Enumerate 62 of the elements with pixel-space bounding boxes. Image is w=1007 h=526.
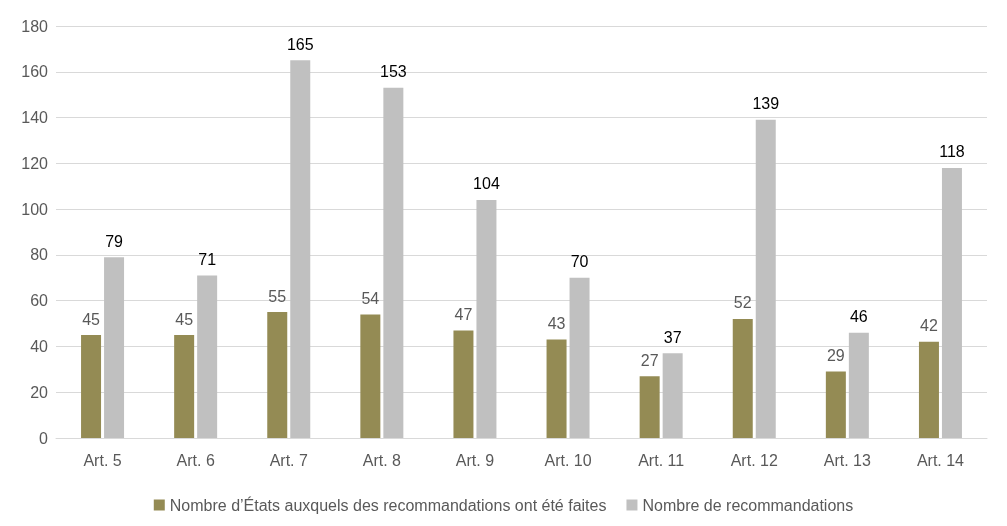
- y-tick-label: 100: [21, 200, 49, 218]
- bar: [290, 60, 311, 438]
- y-tick-label: 60: [30, 292, 49, 310]
- bar: [941, 167, 962, 438]
- data-label: 79: [105, 232, 124, 250]
- data-label: 71: [198, 250, 217, 268]
- data-label: 70: [570, 253, 589, 271]
- y-tick-label: 80: [30, 246, 49, 264]
- bar: [546, 339, 567, 438]
- bar: [360, 314, 381, 438]
- bar: [197, 275, 218, 438]
- bar: [174, 335, 195, 438]
- data-label: 29: [826, 347, 845, 365]
- data-label: 46: [849, 308, 868, 326]
- data-label: 153: [380, 63, 407, 81]
- x-tick-label: Art. 9: [455, 451, 495, 469]
- y-tick-label: 180: [21, 17, 49, 35]
- data-label: 45: [82, 310, 101, 328]
- x-tick-label: Art. 7: [269, 451, 308, 469]
- x-tick-label: Art. 12: [730, 451, 778, 469]
- bar: [825, 371, 846, 438]
- data-label: 45: [175, 310, 194, 328]
- bar: [662, 353, 683, 438]
- y-tick-label: 40: [30, 337, 49, 355]
- x-tick-label: Art. 8: [362, 451, 402, 469]
- y-tick-label: 140: [21, 109, 49, 127]
- x-tick-label: Art. 14: [916, 451, 965, 469]
- data-label: 42: [920, 317, 938, 335]
- data-label: 55: [268, 287, 287, 305]
- x-tick-label: Art. 11: [638, 451, 685, 469]
- data-label: 165: [286, 35, 314, 53]
- y-tick-label: 120: [21, 154, 49, 172]
- x-tick-label: Art. 5: [83, 451, 122, 469]
- bar: [267, 312, 288, 438]
- bar: [383, 87, 404, 438]
- bar: [476, 199, 497, 438]
- bar: [732, 318, 753, 438]
- bar: [848, 332, 869, 438]
- y-tick-label: 160: [21, 63, 49, 81]
- x-tick-label: Art. 6: [176, 451, 215, 469]
- data-label: 54: [361, 289, 380, 307]
- x-tick-label: Art. 10: [544, 451, 592, 469]
- x-tick-label: Art. 13: [823, 451, 872, 469]
- legend-label: Nombre d’États auxquels des recommandations ont été faites: [169, 495, 607, 514]
- data-label: 43: [547, 315, 566, 333]
- bar: [104, 257, 125, 438]
- bar: [81, 335, 102, 438]
- y-tick-label: 0: [39, 429, 49, 447]
- data-label: 27: [640, 351, 659, 369]
- data-label: 139: [752, 95, 780, 113]
- bar: [569, 277, 590, 438]
- data-label: 118: [939, 143, 965, 161]
- data-label: 47: [454, 305, 473, 323]
- bar: [755, 119, 776, 438]
- y-tick-label: 20: [30, 383, 49, 401]
- data-label: 104: [473, 175, 500, 193]
- bar: [639, 376, 660, 438]
- data-label: 52: [733, 294, 752, 312]
- data-label: 37: [663, 328, 682, 346]
- legend-label: Nombre de recommandations: [642, 496, 854, 514]
- bar: [918, 341, 939, 438]
- bar: [453, 330, 474, 438]
